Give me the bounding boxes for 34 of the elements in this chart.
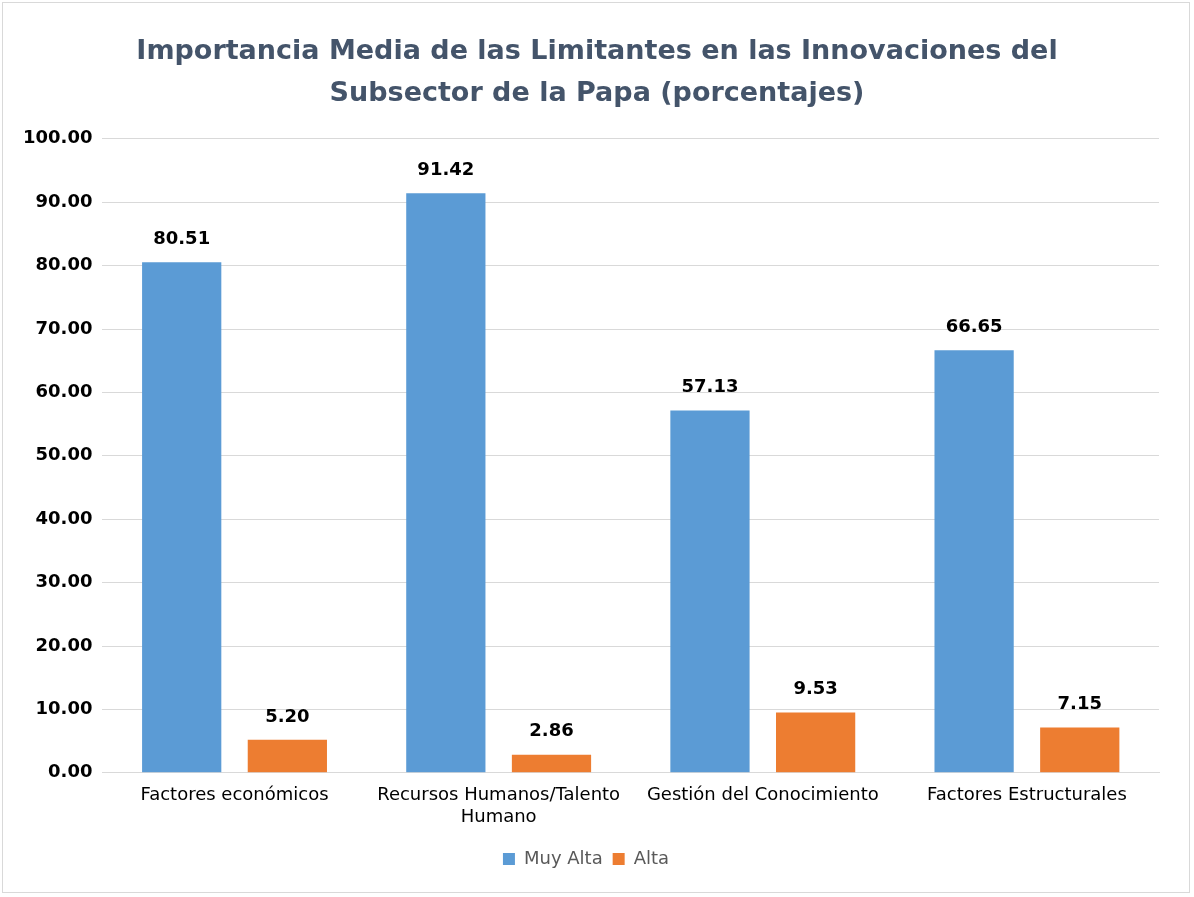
y-tick-label: 10.00 (35, 697, 93, 719)
data-label: 2.86 (529, 719, 574, 741)
data-label: 57.13 (681, 375, 739, 397)
bar (776, 712, 856, 773)
chart-title: Importancia Media de las Limitantes en las Innovaciones del Subsector de la Papa (porcentajes) (135, 33, 1059, 109)
data-label: 66.65 (945, 314, 1003, 336)
data-label: 91.42 (417, 157, 475, 179)
bar (511, 754, 592, 773)
y-tick-label: 30.00 (35, 570, 93, 592)
y-tick-label: 90.00 (35, 189, 93, 211)
x-tick-label: Gestión del Conocimiento (646, 783, 879, 805)
x-tick-label: Factores económicos (140, 783, 329, 805)
y-tick-label: 50.00 (35, 443, 93, 465)
bar (406, 193, 486, 773)
bar (670, 410, 750, 773)
bar (934, 350, 1014, 773)
x-tick-label: Recursos Humanos/Talento Humano (377, 783, 621, 826)
y-tick-label: 20.00 (35, 633, 93, 655)
bar (247, 739, 327, 773)
data-label: 80.51 (153, 227, 211, 249)
legend-label: Muy Alta (523, 846, 603, 868)
y-tick-label: 100.00 (22, 126, 93, 148)
x-tick-label: Factores Estructurales (927, 783, 1127, 805)
y-tick-label: 80.00 (35, 253, 93, 275)
y-tick-label: 60.00 (35, 380, 93, 402)
data-label: 5.20 (265, 704, 310, 726)
data-label: 7.15 (1057, 692, 1102, 714)
y-tick-label: 40.00 (35, 506, 93, 528)
bar (142, 262, 222, 773)
data-label: 9.53 (793, 677, 838, 699)
bar (1040, 727, 1120, 773)
legend-label: Alta (633, 846, 670, 868)
y-tick-label: 0.00 (48, 760, 93, 782)
y-tick-label: 70.00 (35, 316, 93, 338)
